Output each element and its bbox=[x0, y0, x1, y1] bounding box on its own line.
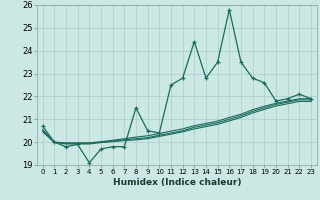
X-axis label: Humidex (Indice chaleur): Humidex (Indice chaleur) bbox=[113, 178, 241, 187]
